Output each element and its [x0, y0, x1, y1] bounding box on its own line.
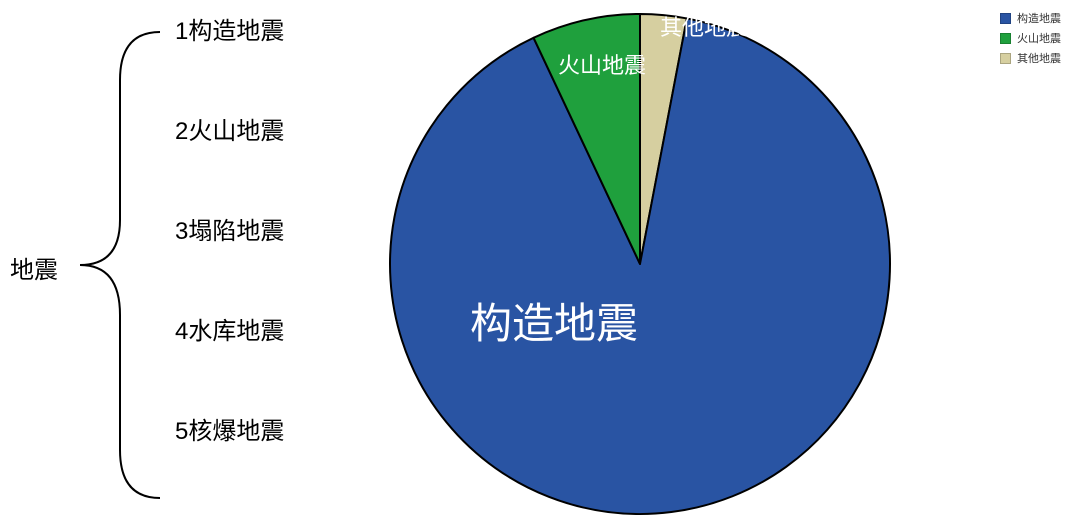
- tree-item: 1构造地震: [175, 20, 284, 44]
- legend-swatch: [1000, 13, 1011, 24]
- classification-tree: 地震 1构造地震 2火山地震 3塌陷地震 4水库地震 5核爆地震: [0, 0, 350, 528]
- tree-item: 3塌陷地震: [175, 220, 284, 244]
- tree-item: 2火山地震: [175, 120, 284, 144]
- legend-swatch: [1000, 53, 1011, 64]
- legend-label: 其他地震: [1017, 50, 1061, 66]
- legend: 构造地震 火山地震 其他地震: [1000, 10, 1061, 70]
- legend-item: 其他地震: [1000, 50, 1061, 66]
- tree-item: 4水库地震: [175, 320, 284, 344]
- pie-chart: 构造地震 火山地震 其他地震: [380, 0, 940, 528]
- legend-label: 火山地震: [1017, 30, 1061, 46]
- tree-item-list: 1构造地震 2火山地震 3塌陷地震 4水库地震 5核爆地震: [175, 20, 284, 520]
- brace-icon: [60, 20, 170, 520]
- slice-label-other: 其他地震: [660, 10, 748, 42]
- pie-svg: [380, 0, 940, 528]
- legend-label: 构造地震: [1017, 10, 1061, 26]
- slice-label-volcano: 火山地震: [558, 48, 646, 80]
- tree-root-label: 地震: [10, 250, 58, 285]
- legend-item: 火山地震: [1000, 30, 1061, 46]
- slice-label-main: 构造地震: [470, 290, 638, 351]
- legend-item: 构造地震: [1000, 10, 1061, 26]
- tree-item: 5核爆地震: [175, 420, 284, 444]
- page-root: 地震 1构造地震 2火山地震 3塌陷地震 4水库地震 5核爆地震 构造地震 火山…: [0, 0, 1073, 528]
- legend-swatch: [1000, 33, 1011, 44]
